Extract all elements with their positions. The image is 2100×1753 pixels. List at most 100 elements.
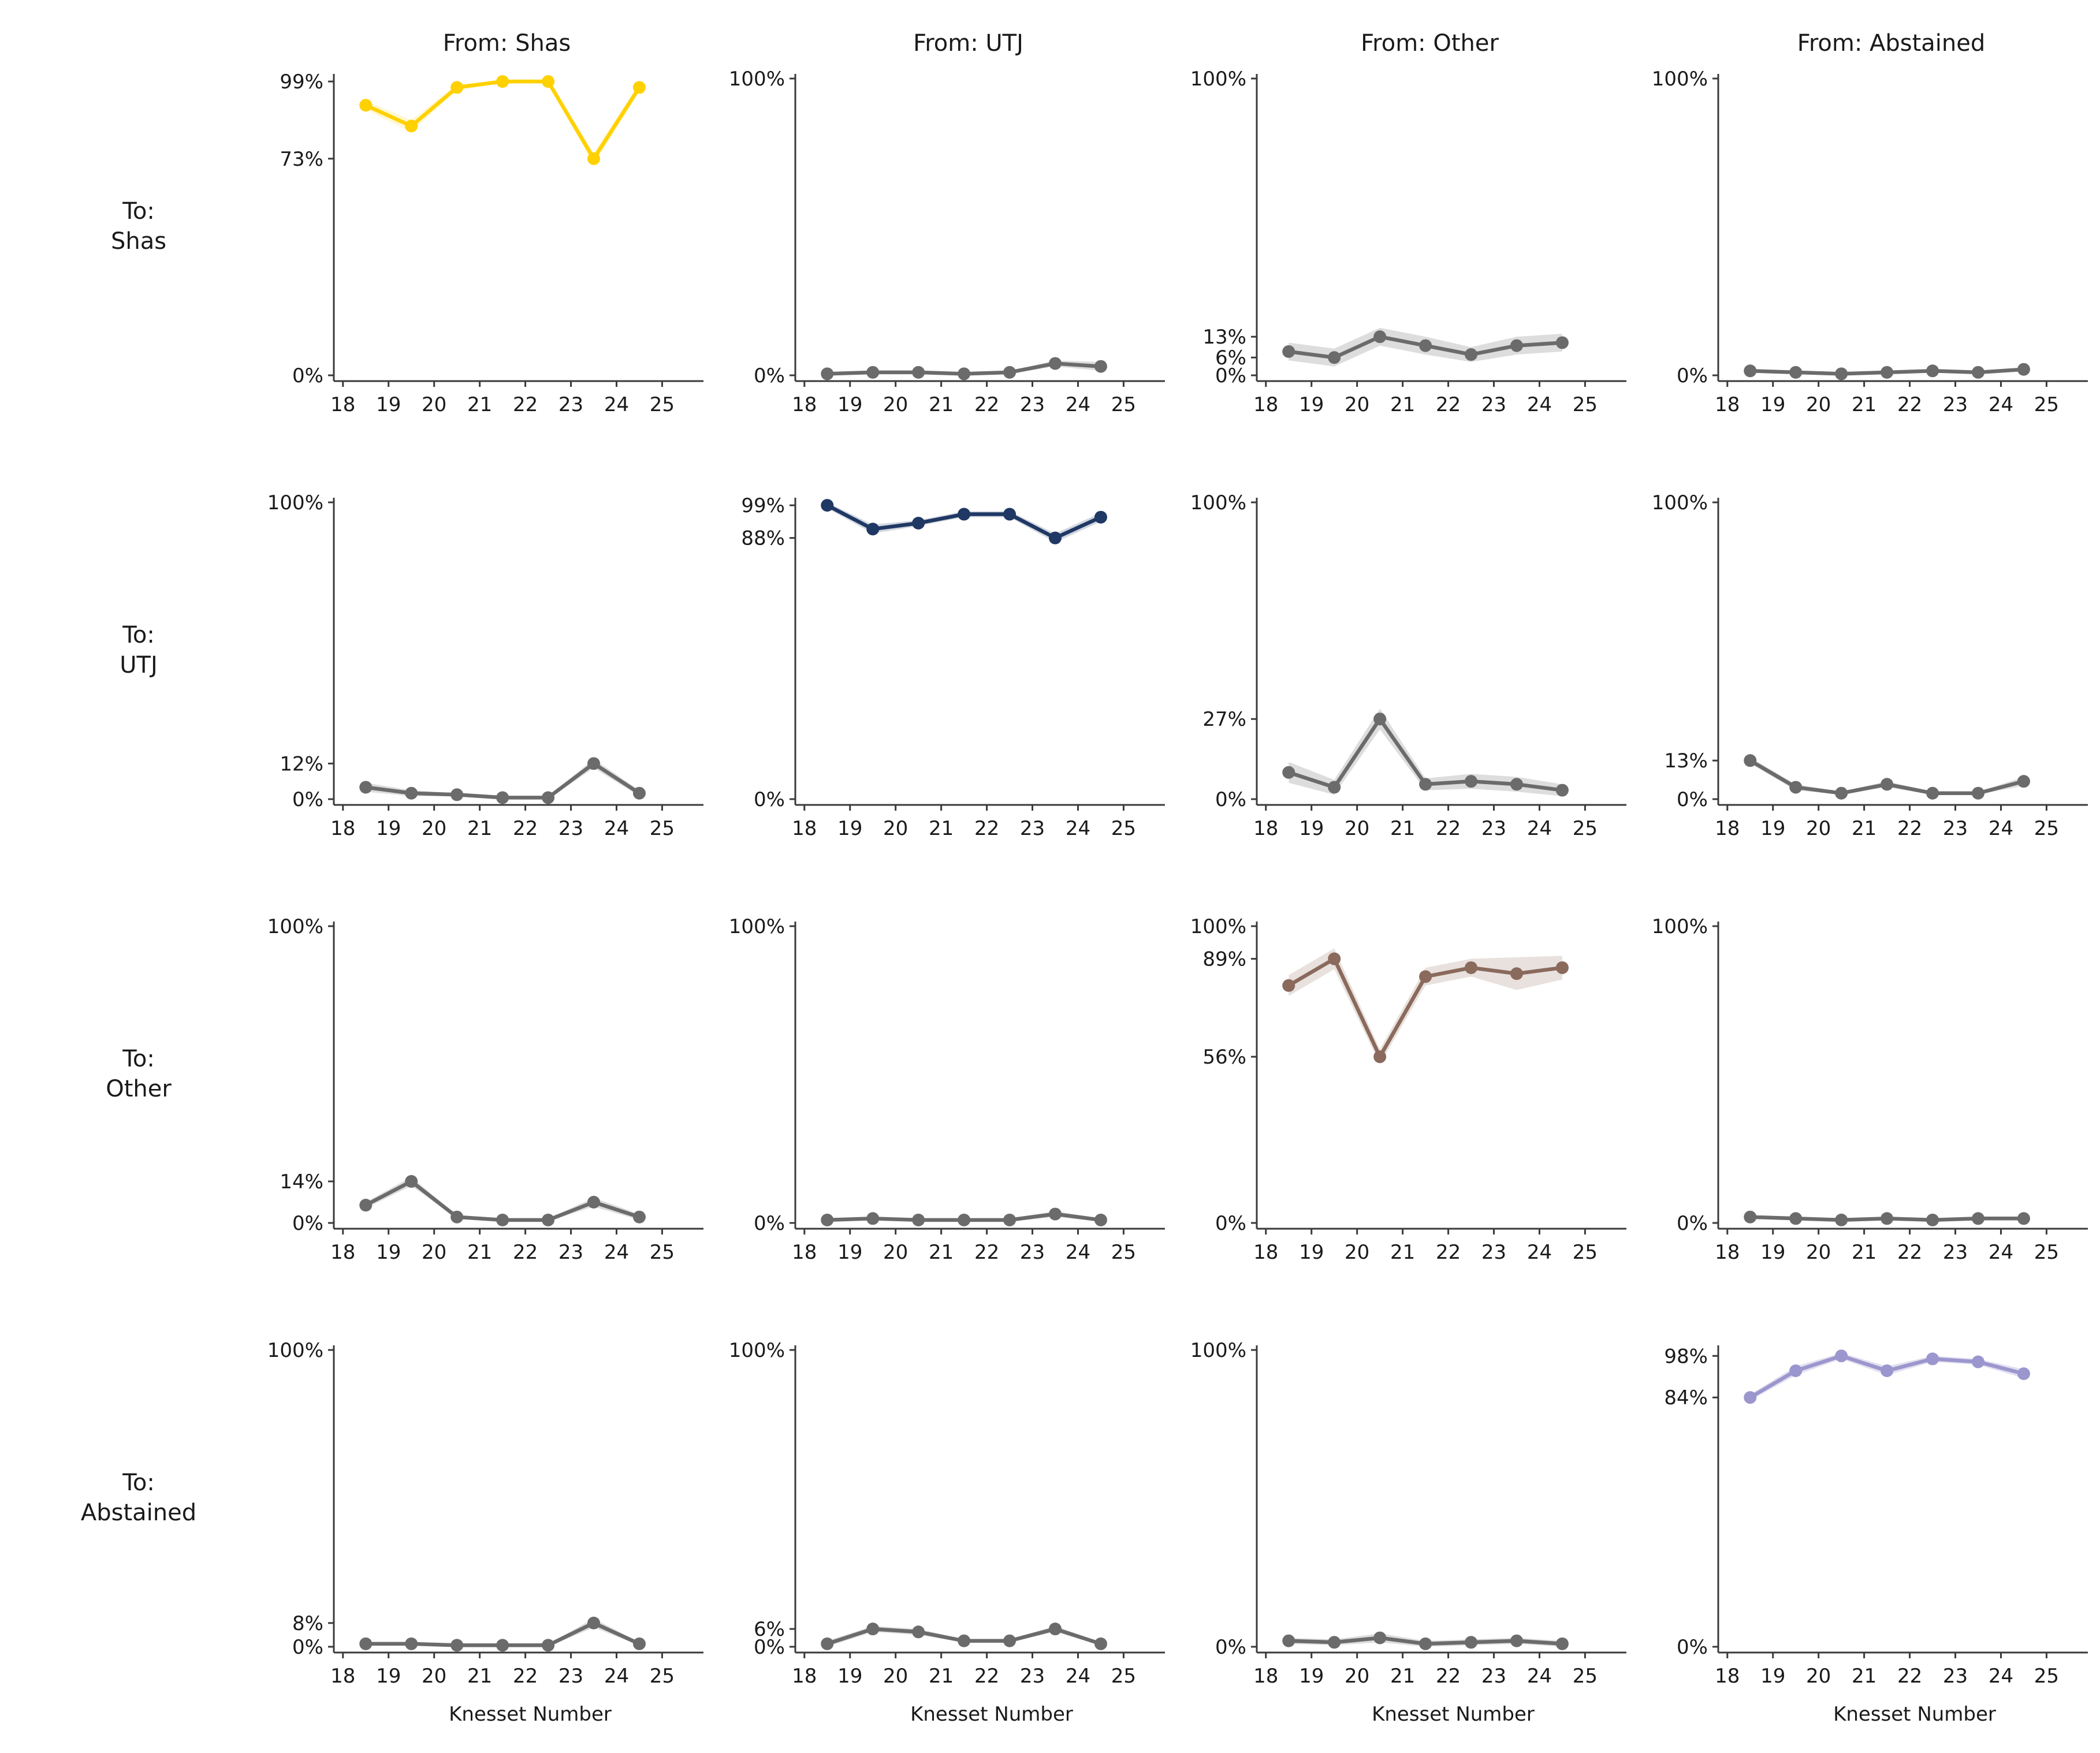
x-tick-label: 20 <box>1806 1665 1831 1688</box>
x-tick-label: 19 <box>376 1665 401 1688</box>
y-tick-label: 100% <box>1190 915 1246 938</box>
x-tick-label: 24 <box>1989 393 2013 416</box>
x-tick-label: 20 <box>883 393 908 416</box>
data-point <box>1465 348 1478 361</box>
subplot-shas-to-other: 100% 14% 0% 18 19 20 21 22 23 24 25 <box>254 905 716 1329</box>
data-point <box>1972 1355 1984 1368</box>
x-axis-label: Knesset Number <box>1372 1703 1535 1726</box>
x-tick-label: 23 <box>1943 817 1968 840</box>
data-point <box>1049 531 1062 544</box>
data-point <box>1972 786 1984 800</box>
x-tick-label: 18 <box>1715 1665 1740 1688</box>
data-point <box>958 367 971 381</box>
data-point <box>821 1213 834 1226</box>
x-tick-label: 22 <box>974 393 999 416</box>
x-tick-label: 22 <box>974 817 999 840</box>
y-tick-label: 100% <box>267 915 323 938</box>
x-tick-label: 21 <box>929 393 954 416</box>
x-tick-label: 19 <box>837 1665 862 1688</box>
x-tick-label: 24 <box>604 1241 629 1264</box>
data-point <box>542 1213 555 1226</box>
y-tick-label: 100% <box>1652 68 1708 91</box>
subplot-shas-to-shas: 99% 73% 0% 18 19 20 21 22 23 24 25 <box>254 58 716 482</box>
y-tick-label: 0% <box>1677 1636 1708 1659</box>
x-tick-label: 20 <box>1345 817 1369 840</box>
x-tick-label: 24 <box>1066 393 1090 416</box>
chart-svg-utj-to-abstained: 100% 6%0% 18 19 20 21 22 23 24 25 Knesset Number <box>729 1339 1165 1726</box>
subplot-abstained-to-abstained: 98% 84% 0% 18 19 20 21 22 23 24 25 Knesset Number <box>1639 1329 2100 1753</box>
x-tick-label: 21 <box>467 1665 492 1688</box>
data-point <box>1049 1623 1062 1636</box>
x-tick-label: 20 <box>1806 393 1831 416</box>
y-tick-label: 0% <box>292 364 323 387</box>
x-axis-label: Knesset Number <box>1833 1703 1996 1726</box>
y-tick-label: 100% <box>729 68 785 91</box>
data-point <box>912 516 925 529</box>
data-point <box>1835 367 1848 381</box>
y-tick-label: 0% <box>1215 1212 1246 1235</box>
x-tick-label: 20 <box>422 1241 446 1264</box>
data-point <box>821 499 834 512</box>
x-tick-label: 18 <box>1715 1241 1740 1264</box>
x-tick-label: 25 <box>1573 393 1598 416</box>
x-tick-label: 24 <box>604 1665 629 1688</box>
x-tick-label: 21 <box>1852 1241 1876 1264</box>
row-label-line: To: <box>122 1046 155 1072</box>
x-tick-label: 18 <box>330 1241 355 1264</box>
data-point <box>1835 786 1848 800</box>
x-tick-label: 20 <box>883 1241 908 1264</box>
data-point <box>450 788 464 801</box>
subplot-other-to-other: 100% 89% 56% 0% 18 19 20 21 22 23 24 25 <box>1177 905 1639 1329</box>
x-tick-label: 19 <box>376 393 401 416</box>
chart-svg-shas-to-abstained: 100% 8%0% 18 19 20 21 22 23 24 25 Knesset Number <box>267 1339 703 1726</box>
x-tick-label: 24 <box>604 393 629 416</box>
data-point <box>1926 1213 1939 1226</box>
data-point <box>632 1637 646 1650</box>
x-tick-label: 19 <box>376 1241 401 1264</box>
data-point <box>1328 952 1341 965</box>
x-tick-label: 23 <box>1943 1665 1968 1688</box>
x-tick-label: 22 <box>1436 1241 1461 1264</box>
chart-svg-other-to-other: 100% 89% 56% 0% 18 19 20 21 22 23 24 25 <box>1190 915 1626 1264</box>
x-tick-label: 20 <box>422 817 446 840</box>
data-point <box>2017 1212 2030 1225</box>
x-tick-label: 19 <box>1760 393 1785 416</box>
subplot-utj-to-utj: 99% 88% 0% 18 19 20 21 22 23 24 25 <box>716 482 1177 905</box>
chart-svg-shas-to-other: 100% 14% 0% 18 19 20 21 22 23 24 25 <box>267 915 703 1264</box>
data-point <box>1094 1637 1107 1650</box>
y-tick-label: 0% <box>754 364 785 387</box>
data-point <box>1003 1213 1017 1226</box>
y-tick-label: 0% <box>292 788 323 811</box>
x-tick-label: 21 <box>1390 1665 1415 1688</box>
x-tick-label: 23 <box>1020 817 1045 840</box>
column-title-from-other: From: Other <box>1361 30 1499 57</box>
data-point <box>1835 1349 1848 1363</box>
data-point <box>587 757 600 770</box>
data-point <box>542 1639 555 1652</box>
y-tick-label: 0% <box>1215 788 1246 811</box>
data-point <box>1744 1210 1757 1224</box>
x-tick-label: 24 <box>1527 1241 1552 1264</box>
x-tick-label: 25 <box>1573 817 1598 840</box>
column-title-from-utj: From: UTJ <box>913 30 1023 57</box>
data-point <box>1972 1212 1984 1225</box>
confidence-band <box>366 80 639 165</box>
data-point <box>1510 778 1523 791</box>
x-axis-label: Knesset Number <box>910 1703 1073 1726</box>
data-point <box>405 786 418 800</box>
row-label-to-other: To: Other <box>0 905 254 1329</box>
data-point <box>450 1639 464 1652</box>
data-point <box>587 1196 600 1209</box>
x-tick-label: 20 <box>1345 1665 1369 1688</box>
x-tick-label: 24 <box>1066 1241 1090 1264</box>
data-point <box>1926 1352 1939 1366</box>
chart-svg-shas-to-utj: 100% 12% 0% 18 19 20 21 22 23 24 25 <box>267 491 703 840</box>
x-tick-label: 22 <box>1897 393 1922 416</box>
data-point <box>1373 1631 1387 1644</box>
data-point <box>1926 364 1939 378</box>
data-point <box>632 81 646 94</box>
x-tick-label: 25 <box>1111 817 1136 840</box>
x-tick-label: 22 <box>513 1241 538 1264</box>
data-point <box>958 1634 971 1647</box>
